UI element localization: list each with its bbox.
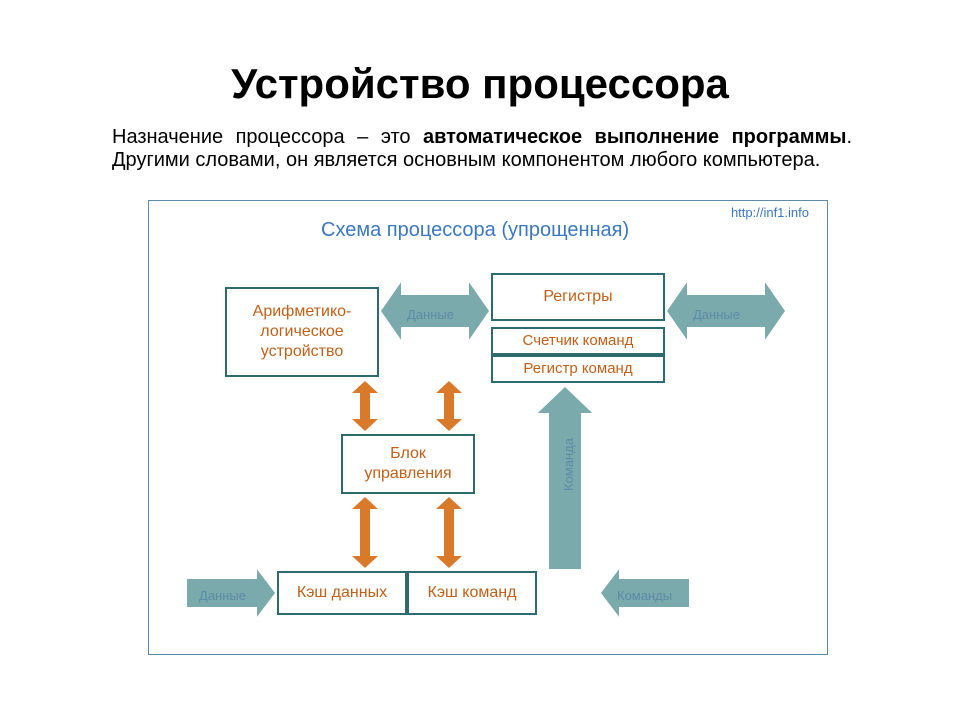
- diagram-frame: Данные Данные Команда Данные Команды Схема п…: [148, 200, 828, 655]
- node-instr-cache: Кэш команд: [407, 571, 537, 615]
- intro-bold: автоматическое выполнение программы: [423, 126, 846, 148]
- node-control: Блок управления: [341, 434, 475, 494]
- svg-text:Команда: Команда: [561, 437, 576, 491]
- node-registers: Регистры: [491, 273, 665, 321]
- intro-prefix: Назначение процессора – это: [112, 126, 423, 148]
- node-registers-label: Регистры: [543, 287, 612, 307]
- node-control-l2: управления: [364, 465, 451, 482]
- node-ir-label: Регистр команд: [523, 361, 632, 378]
- node-control-l1: Блок: [390, 445, 426, 462]
- intro-text: Назначение процессора – это автоматическ…: [112, 126, 852, 172]
- page: Устройство процессора Назначение процесс…: [0, 0, 960, 720]
- svg-text:Данные: Данные: [407, 307, 454, 322]
- svg-text:Команды: Команды: [617, 588, 672, 603]
- node-ir: Регистр команд: [491, 355, 665, 383]
- node-pc-label: Счетчик команд: [523, 333, 634, 350]
- node-alu-l2: логическое: [260, 323, 343, 340]
- node-pc: Счетчик команд: [491, 327, 665, 355]
- page-title: Устройство процессора: [0, 60, 960, 108]
- diagram-title: Схема процессора (упрощенная): [321, 219, 629, 242]
- node-data-cache-label: Кэш данных: [297, 583, 387, 603]
- node-data-cache: Кэш данных: [277, 571, 407, 615]
- source-link[interactable]: http://inf1.info: [731, 205, 809, 220]
- node-alu: Арифметико- логическое устройство: [225, 287, 379, 377]
- node-alu-l1: Арифметико-: [253, 303, 352, 320]
- diagram-canvas: Данные Данные Команда Данные Команды Схема п…: [149, 201, 827, 654]
- svg-text:Данные: Данные: [693, 307, 740, 322]
- node-alu-l3: устройство: [261, 343, 343, 360]
- svg-text:Данные: Данные: [199, 588, 246, 603]
- node-instr-cache-label: Кэш команд: [428, 583, 517, 603]
